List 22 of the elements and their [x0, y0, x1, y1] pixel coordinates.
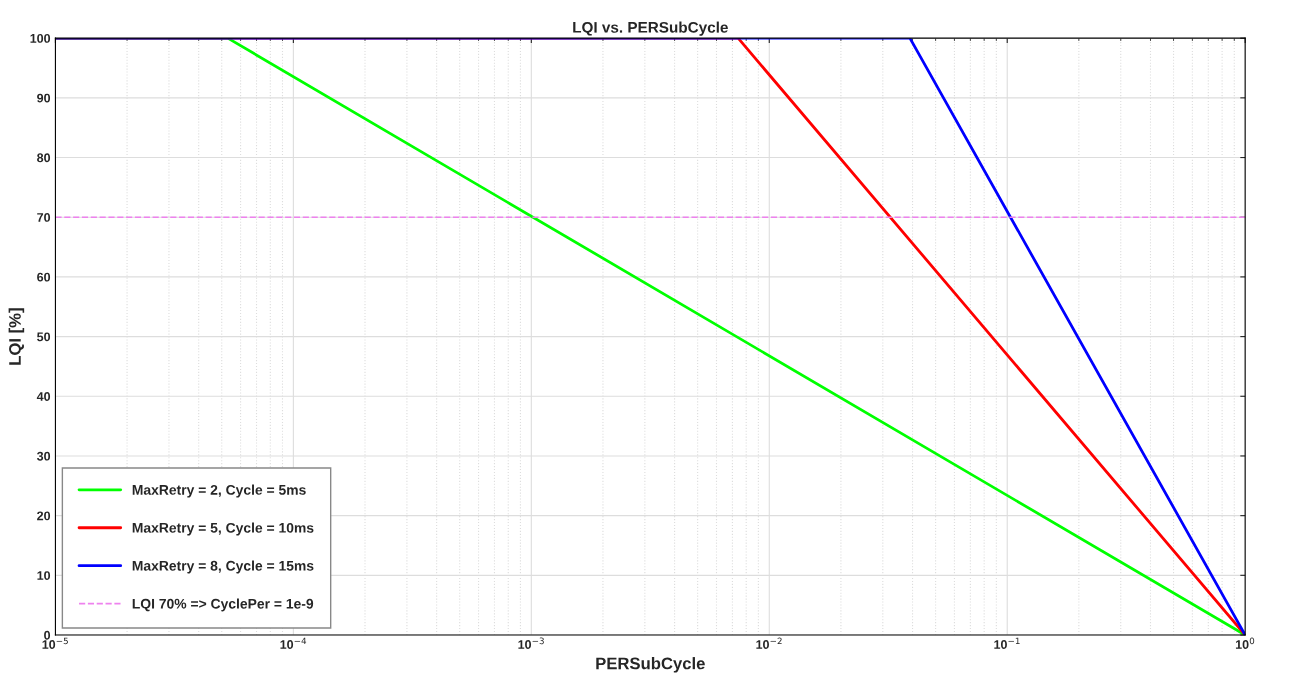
y-tick-label: 60 [37, 272, 51, 282]
y-tick-label: 90 [37, 93, 51, 103]
y-tick-label: 10 [37, 571, 51, 580]
x-axis-title: PERSubCycle [596, 657, 705, 673]
legend-label: MaxRetry = 8, Cycle = 15ms [132, 560, 314, 574]
y-tick-label: 50 [37, 332, 51, 342]
x-tick-label: 10$^{−2}$ [756, 637, 782, 649]
x-tick-label: 10$^{0}$ [1235, 637, 1255, 649]
legend-label: MaxRetry = 5, Cycle = 10ms [132, 522, 314, 536]
x-tick-label: 10$^{−1}$ [994, 637, 1020, 649]
y-tick-label: 80 [37, 153, 51, 163]
y-tick-label: 30 [36, 451, 51, 461]
x-tick-label: 10$^{−3}$ [518, 637, 544, 649]
legend-label: LQI 70% => CyclePer = 1e-9 [132, 598, 314, 612]
chart-title: LQI vs. PERSubCycle [573, 21, 728, 36]
y-axis-title: LQI [%] [8, 308, 25, 365]
x-tick-label: 10$^{−4}$ [280, 637, 307, 649]
y-tick-label: 70 [37, 213, 51, 222]
y-tick-label: 100 [30, 33, 51, 43]
y-tick-label: 40 [36, 392, 51, 401]
legend-label: MaxRetry = 2, Cycle = 5ms [132, 484, 306, 498]
y-tick-label: 20 [37, 511, 51, 521]
